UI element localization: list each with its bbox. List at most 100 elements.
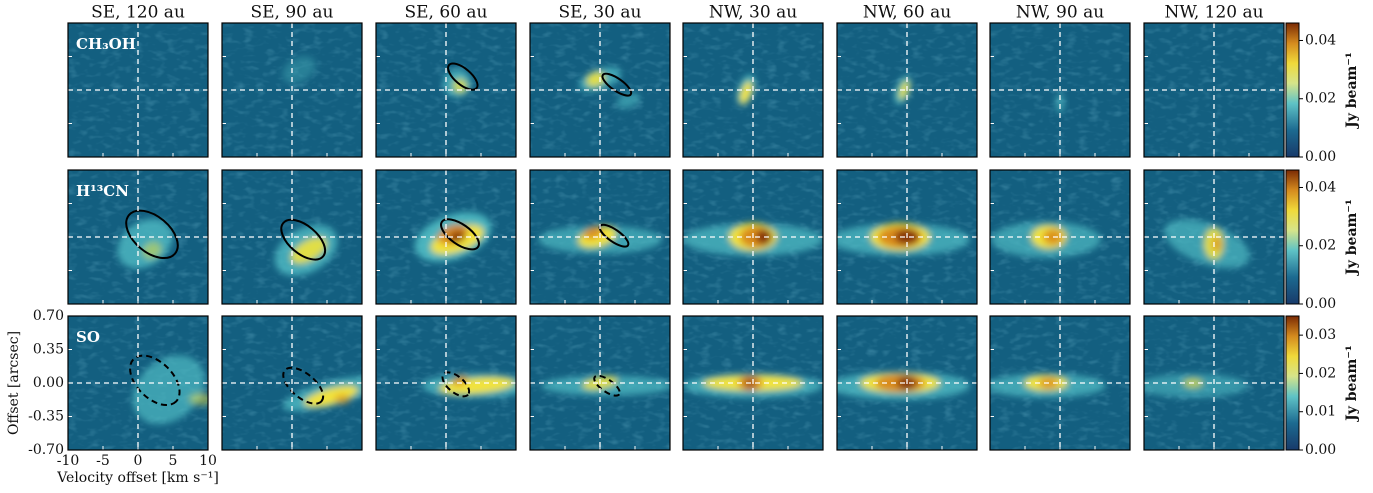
colorbar-label: Jy beam⁻¹ — [1344, 199, 1360, 277]
emission-group — [990, 373, 1106, 398]
panel-frame — [1143, 315, 1285, 451]
contour — [441, 371, 471, 398]
panel — [376, 23, 516, 157]
x-tick-label: -10 — [57, 453, 80, 469]
colorbar-tick-label: 0.04 — [1305, 32, 1336, 48]
panel-frame — [375, 22, 517, 158]
emission — [142, 241, 162, 259]
panel — [376, 170, 516, 304]
panel-frame — [836, 22, 978, 158]
panel-frame — [529, 315, 671, 451]
panel — [222, 316, 362, 450]
emission — [583, 226, 603, 240]
panel — [683, 316, 823, 450]
contour — [447, 62, 479, 91]
emission-group — [837, 371, 970, 400]
panel — [1144, 23, 1284, 157]
panel — [683, 170, 823, 304]
colorbar — [1285, 22, 1300, 158]
emission-group — [683, 373, 823, 398]
panel — [990, 170, 1130, 304]
panel — [376, 316, 516, 450]
panel — [837, 170, 977, 304]
panel — [68, 316, 208, 450]
y-tick-label: 0.35 — [33, 342, 64, 358]
colorbar-tick-label: 0.01 — [1305, 404, 1336, 420]
emission-group — [117, 218, 173, 269]
panel-frame — [375, 315, 517, 451]
emission — [586, 71, 606, 87]
emission-group — [1144, 373, 1248, 398]
contour — [440, 218, 480, 251]
x-tick-label: 0 — [134, 453, 143, 469]
panel-frame — [67, 169, 209, 305]
panel-frame — [989, 22, 1131, 158]
emission-group — [538, 225, 662, 254]
panel-frame — [682, 315, 824, 451]
emission — [452, 374, 468, 386]
panel — [68, 23, 208, 157]
x-axis-label: Velocity offset [km s⁻¹] — [56, 470, 219, 486]
column-title: NW, 30 au — [709, 3, 797, 23]
contour — [125, 209, 179, 260]
colorbar-tick-label: 0.03 — [1305, 327, 1336, 343]
contour — [593, 374, 621, 397]
emission — [739, 81, 753, 105]
emission — [304, 385, 359, 407]
panel-frame — [221, 169, 363, 305]
row-label: H¹³CN — [76, 182, 129, 200]
panel — [990, 23, 1130, 157]
panel — [837, 23, 977, 157]
column-title: NW, 120 au — [1164, 3, 1263, 23]
panel — [530, 23, 670, 157]
emission — [1055, 93, 1065, 114]
y-tick-label: 0.70 — [33, 308, 64, 324]
contour — [280, 218, 327, 261]
colorbar-tick-label: 0.02 — [1305, 365, 1336, 381]
emission — [132, 355, 206, 425]
row-label: CH₃OH — [76, 35, 136, 53]
colorbar — [1285, 169, 1300, 305]
panel-frame — [989, 169, 1131, 305]
colorbar — [1285, 315, 1300, 451]
colorbar-tick-label: 0.02 — [1305, 238, 1336, 254]
emission — [282, 56, 316, 84]
panel — [990, 316, 1130, 450]
y-axis-label: Offset [arcsec] — [6, 331, 22, 435]
emission — [117, 218, 173, 269]
colorbar-tick-label: 0.04 — [1305, 179, 1336, 195]
row-label: SO — [76, 328, 100, 346]
panel — [222, 23, 362, 157]
panel-frame — [375, 169, 517, 305]
colorbar-label: Jy beam⁻¹ — [1344, 345, 1360, 423]
x-tick-label: 10 — [199, 453, 217, 469]
panel — [222, 170, 362, 304]
panel — [530, 170, 670, 304]
panel — [837, 316, 977, 450]
panel — [683, 23, 823, 157]
panel — [1144, 170, 1284, 304]
column-title: SE, 120 au — [91, 3, 185, 23]
emission-group — [579, 67, 640, 109]
panel-frame — [836, 315, 978, 451]
column-title: SE, 30 au — [559, 3, 642, 23]
emission-group — [282, 56, 316, 84]
panel-frame — [1143, 169, 1285, 305]
y-tick-label: -0.35 — [28, 409, 64, 425]
colorbar-tick-label: 0.00 — [1305, 442, 1336, 458]
panel-frame — [529, 22, 671, 158]
colorbar-tick-label: 0.00 — [1305, 149, 1336, 165]
panel-frame — [221, 315, 363, 451]
panel-frame — [1143, 22, 1285, 158]
panel-frame — [682, 22, 824, 158]
panel-frame — [529, 169, 671, 305]
emission — [1211, 235, 1222, 252]
panel — [68, 170, 208, 304]
column-title: SE, 90 au — [251, 3, 334, 23]
panel-frame — [67, 315, 209, 451]
panel-frame — [67, 22, 209, 158]
column-title: NW, 60 au — [863, 3, 951, 23]
panel-frame — [836, 169, 978, 305]
panel-frame — [682, 169, 824, 305]
